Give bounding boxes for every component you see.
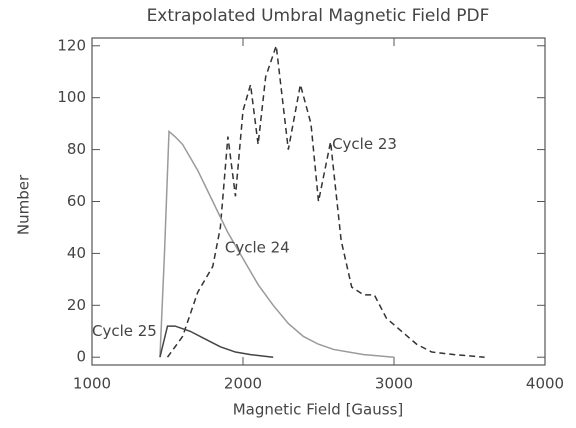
plot-frame bbox=[91, 37, 546, 366]
y-tick-label: 120 bbox=[57, 36, 86, 54]
annotation: Cycle 25 bbox=[92, 322, 157, 340]
y-tick-label: 20 bbox=[67, 296, 86, 314]
series-line bbox=[159, 325, 274, 358]
x-axis-label: Magnetic Field [Gauss] bbox=[233, 401, 404, 419]
x-tick-label: 2000 bbox=[224, 375, 262, 393]
x-tick-label: 3000 bbox=[375, 375, 413, 393]
y-tick-label: 60 bbox=[67, 192, 86, 210]
y-tick-label: 40 bbox=[67, 244, 86, 262]
series-line bbox=[166, 45, 485, 358]
y-tick-label: 80 bbox=[67, 140, 86, 158]
y-tick-label: 0 bbox=[76, 348, 86, 366]
annotation: Cycle 23 bbox=[332, 135, 397, 153]
chart-title: Extrapolated Umbral Magnetic Field PDF bbox=[147, 6, 490, 26]
series-line bbox=[159, 129, 395, 358]
x-tick-label: 4000 bbox=[526, 375, 564, 393]
y-tick-label: 100 bbox=[57, 88, 86, 106]
x-tick-label: 1000 bbox=[73, 375, 111, 393]
y-axis-label: Number bbox=[15, 174, 33, 235]
annotation: Cycle 24 bbox=[225, 239, 290, 257]
